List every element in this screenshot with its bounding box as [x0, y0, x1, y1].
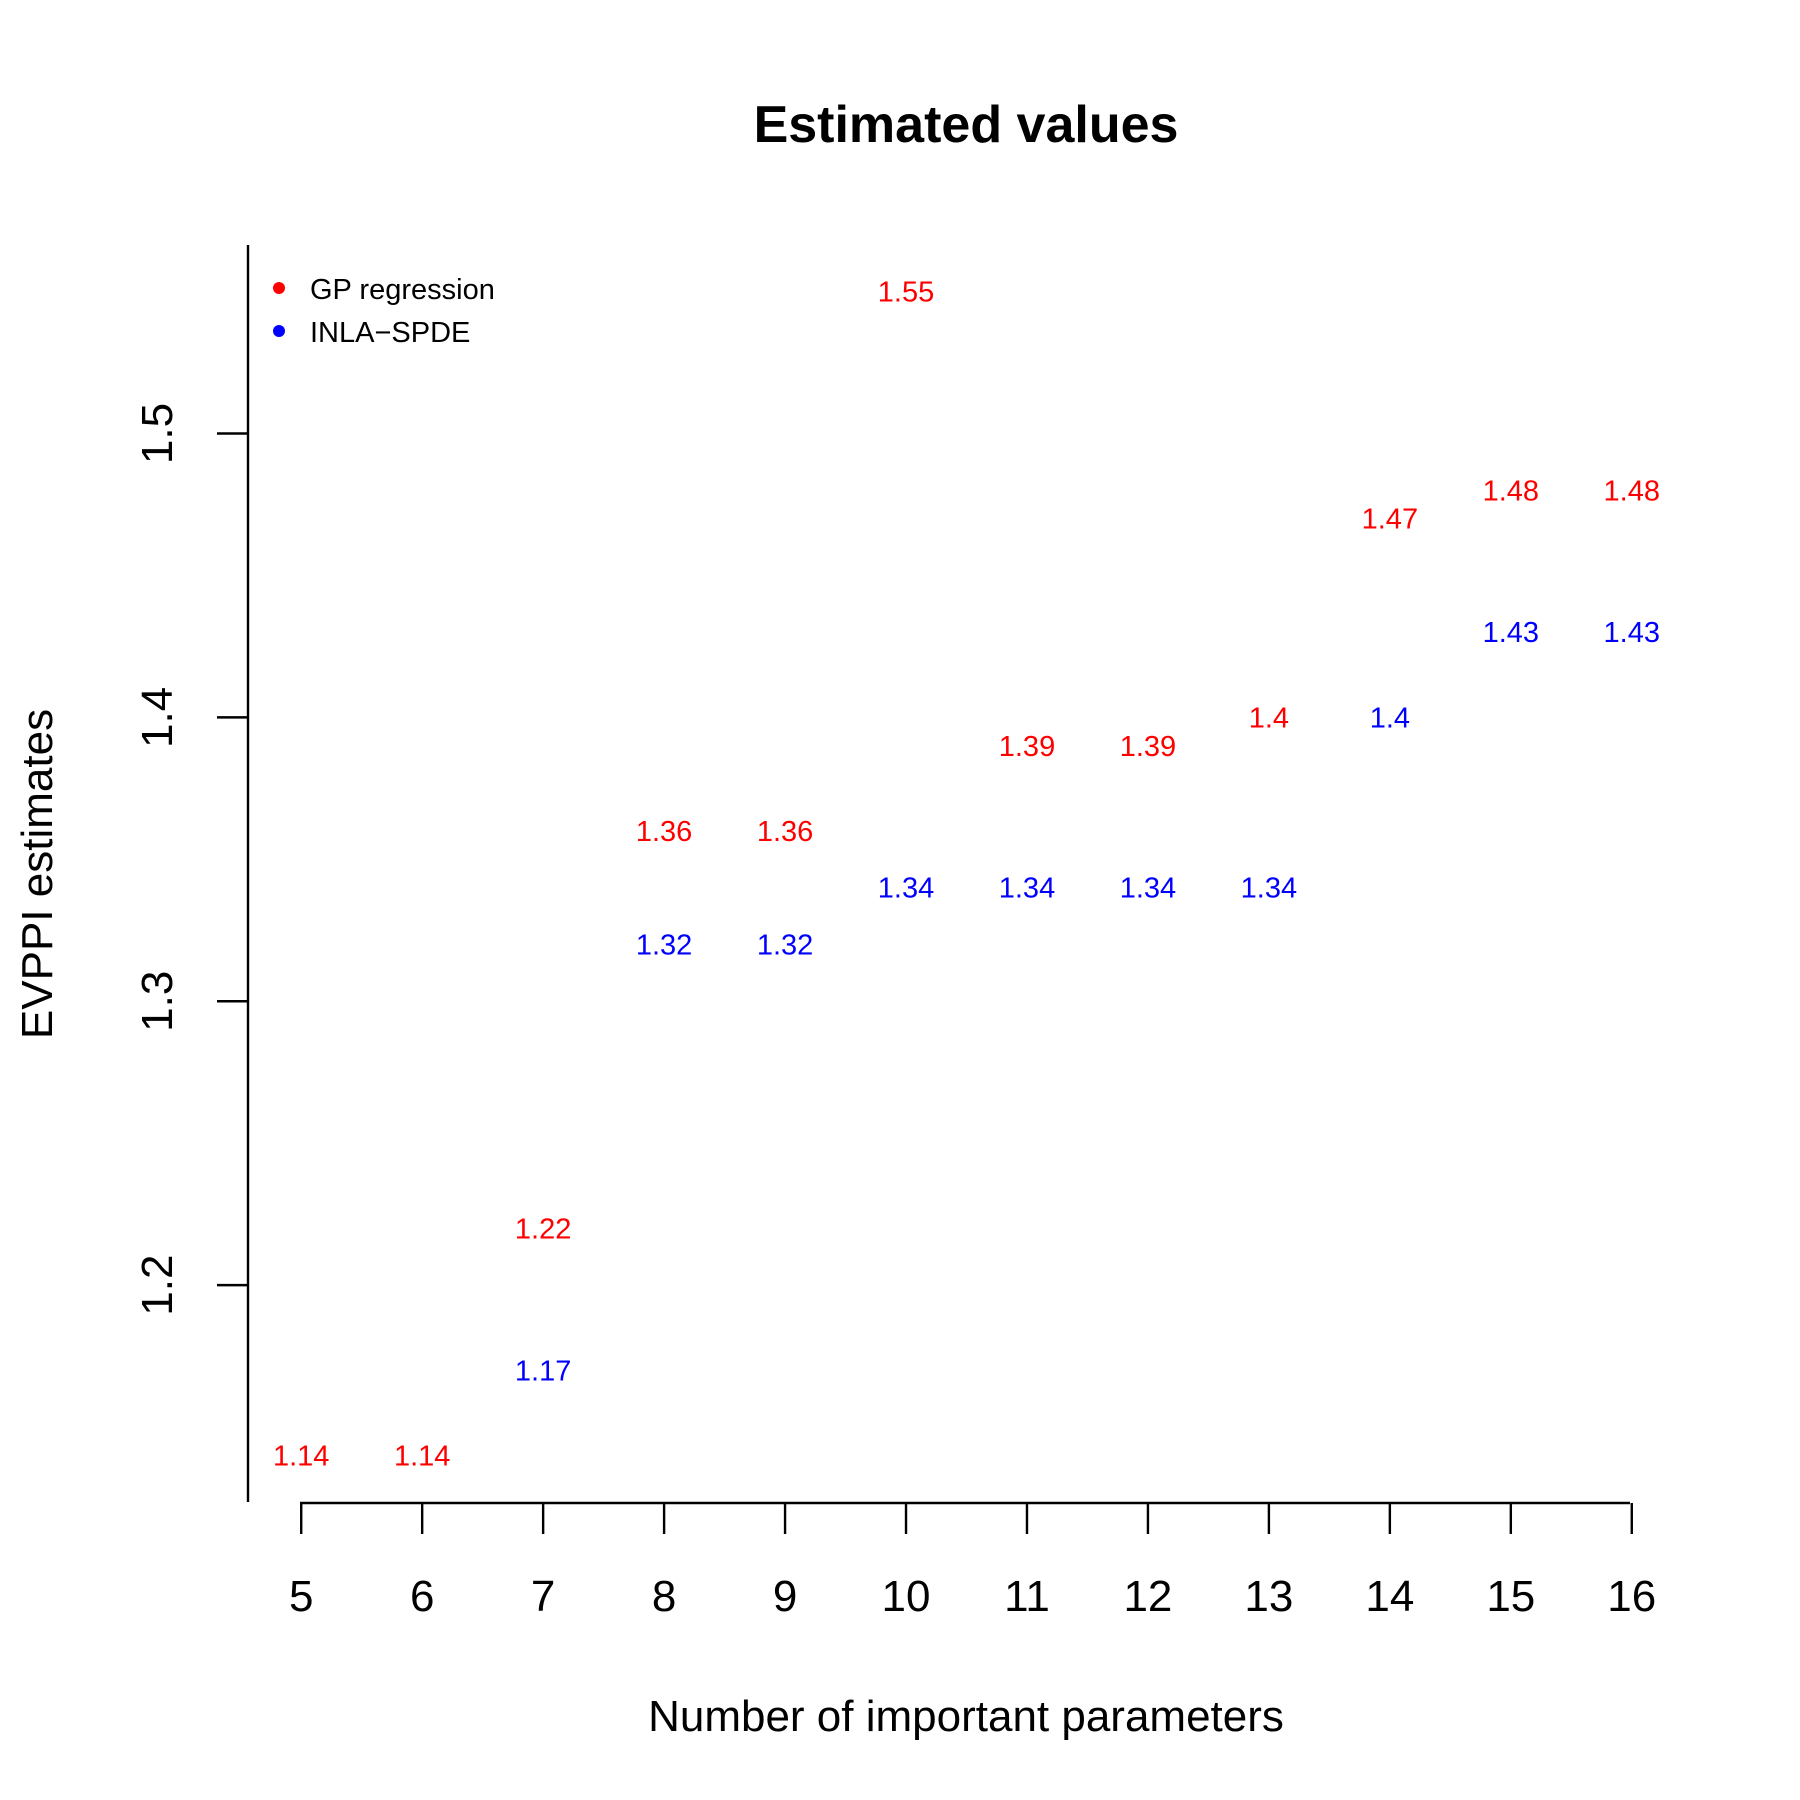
legend-dot-gp-regression — [273, 282, 285, 294]
data-label-gp-regression: 1.14 — [273, 1440, 329, 1472]
data-label-gp-regression: 1.4 — [1249, 702, 1289, 734]
legend: GP regression INLA−SPDE — [273, 274, 495, 349]
data-label-inla-spde: 1.34 — [1120, 873, 1176, 905]
y-tick-label: 1.4 — [133, 687, 182, 748]
x-tick-label: 6 — [410, 1572, 434, 1621]
data-label-inla-spde: 1.4 — [1370, 702, 1410, 734]
legend-dot-inla-spde — [273, 325, 285, 337]
data-label-gp-regression: 1.39 — [1120, 731, 1176, 763]
x-tick-label: 11 — [1004, 1572, 1050, 1621]
data-label-gp-regression: 1.36 — [636, 816, 692, 848]
y-tick-label: 1.3 — [133, 971, 182, 1032]
data-label-inla-spde: 1.32 — [636, 929, 692, 961]
x-tick-label: 8 — [652, 1572, 676, 1621]
data-label-inla-spde: 1.43 — [1604, 617, 1660, 649]
legend-label-gp-regression: GP regression — [310, 274, 495, 306]
data-label-inla-spde: 1.34 — [878, 873, 934, 905]
legend-label-inla-spde: INLA−SPDE — [310, 317, 470, 349]
x-tick-label: 7 — [531, 1572, 555, 1621]
data-label-inla-spde: 1.43 — [1483, 617, 1539, 649]
data-label-inla-spde: 1.34 — [999, 873, 1055, 905]
data-labels-layer: 1.14 1.14 1.22 1.36 1.36 1.55 1.39 1.39 1.4 1.47 1… — [273, 277, 1660, 1473]
data-label-gp-regression: 1.39 — [999, 731, 1055, 763]
x-tick-label: 13 — [1244, 1572, 1293, 1621]
data-label-gp-regression: 1.36 — [757, 816, 813, 848]
data-label-gp-regression: 1.48 — [1483, 475, 1539, 507]
y-axis-title: EVPPI estimates — [13, 709, 62, 1039]
data-label-inla-spde: 1.17 — [515, 1355, 571, 1387]
data-label-gp-regression: 1.55 — [878, 277, 934, 309]
x-axis-ticks: 5 6 7 8 9 10 11 12 13 14 15 16 — [289, 1503, 1656, 1621]
x-tick-label: 16 — [1607, 1572, 1656, 1621]
data-label-gp-regression: 1.22 — [515, 1213, 571, 1245]
x-tick-label: 12 — [1123, 1572, 1172, 1621]
x-tick-label: 15 — [1486, 1572, 1535, 1621]
x-tick-label: 10 — [882, 1572, 931, 1621]
data-label-inla-spde: 1.34 — [1241, 873, 1297, 905]
y-axis-ticks: 1.2 1.3 1.4 1.5 — [133, 403, 248, 1316]
x-tick-label: 9 — [773, 1572, 797, 1621]
data-label-inla-spde: 1.32 — [757, 929, 813, 961]
data-label-gp-regression: 1.14 — [394, 1440, 450, 1472]
chart-title: Estimated values — [754, 96, 1179, 154]
y-tick-label: 1.2 — [133, 1255, 182, 1316]
y-tick-label: 1.5 — [133, 403, 182, 464]
data-label-gp-regression: 1.47 — [1362, 504, 1418, 536]
x-tick-label: 5 — [289, 1572, 313, 1621]
x-tick-label: 14 — [1365, 1572, 1414, 1621]
x-axis-title: Number of important parameters — [648, 1692, 1284, 1741]
data-label-gp-regression: 1.48 — [1604, 475, 1660, 507]
